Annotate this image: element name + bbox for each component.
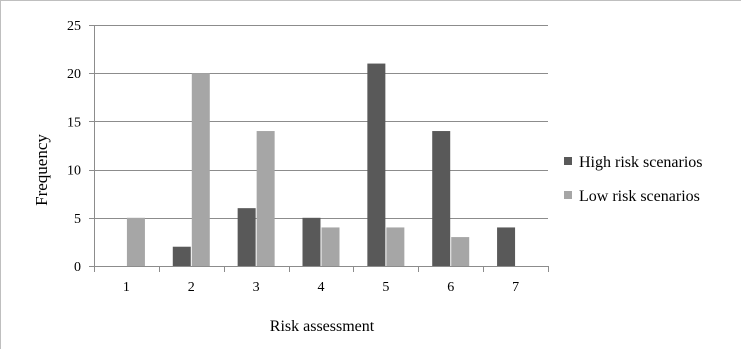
y-tick-label: 0 (74, 260, 81, 275)
y-tick-labels: 0 5 10 15 20 25 (67, 19, 81, 275)
bar-low-risk-1 (126, 217, 145, 266)
axes (89, 25, 549, 272)
bar-low-risk-5 (386, 227, 405, 266)
x-tick-label: 7 (512, 280, 519, 295)
x-tick-label: 1 (123, 280, 130, 295)
x-tick-label: 3 (253, 280, 260, 295)
x-tick-labels: 1 2 3 4 5 6 7 (123, 280, 519, 295)
y-tick-label: 15 (67, 115, 81, 130)
bar-low-risk-4 (321, 227, 340, 266)
y-tick-label: 10 (67, 164, 81, 179)
bar-low-risk-2 (191, 73, 210, 266)
x-tick-label: 4 (318, 280, 325, 295)
legend-swatch-high-risk (564, 157, 572, 165)
legend-label-low-risk: Low risk scenarios (579, 188, 700, 205)
y-axis-label: Frequency (32, 134, 51, 206)
bar-high-risk-4 (302, 217, 321, 266)
bar-low-risk-6 (451, 237, 470, 266)
legend: High risk scenarios Low risk scenarios (564, 154, 703, 205)
x-tick-label: 5 (382, 280, 389, 295)
bar-high-risk-5 (367, 63, 386, 267)
legend-swatch-low-risk (564, 191, 572, 199)
x-axis-label: Risk assessment (270, 318, 375, 335)
y-tick-label: 20 (67, 67, 81, 82)
x-tick-label: 2 (188, 280, 195, 295)
bar-high-risk-7 (497, 227, 516, 266)
bars (126, 63, 516, 267)
bar-high-risk-2 (172, 246, 191, 266)
legend-label-high-risk: High risk scenarios (579, 154, 703, 171)
y-tick-label: 25 (67, 19, 81, 34)
bar-low-risk-3 (256, 131, 275, 266)
gridlines (94, 25, 548, 219)
bar-high-risk-6 (432, 131, 451, 266)
x-tick-label: 6 (447, 280, 454, 295)
y-tick-label: 5 (74, 212, 81, 227)
bar-high-risk-3 (237, 208, 256, 266)
